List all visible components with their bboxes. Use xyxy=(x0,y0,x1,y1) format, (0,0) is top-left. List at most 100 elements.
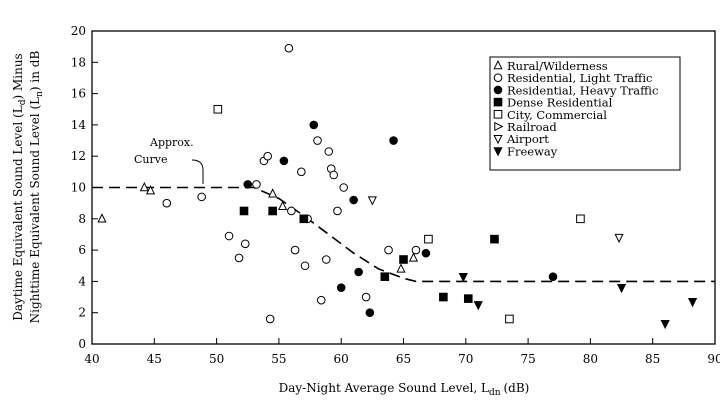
point-residential-light-traffic xyxy=(290,245,300,255)
point-rural-wilderness xyxy=(408,252,419,262)
point-residential-light-traffic xyxy=(297,167,306,177)
point-freeway xyxy=(660,319,670,330)
point-freeway xyxy=(616,283,627,294)
point-residential-heavy-traffic xyxy=(349,195,358,205)
point-residential-light-traffic xyxy=(263,151,272,161)
point-airport xyxy=(367,196,377,206)
tick-labels: 40 45 50 55 60 65 70 75 80 85 90 0 2 4 6 8 10 12 14 16 18 20 xyxy=(71,24,720,366)
point-rural-wilderness xyxy=(145,185,156,195)
x-tick-label: 80 xyxy=(583,352,598,366)
point-residential-light-traffic xyxy=(316,295,326,305)
point-residential-light-traffic xyxy=(162,198,172,208)
point-residential-heavy-traffic xyxy=(354,267,363,277)
legend-label-rural-wilderness: Rural/Wilderness xyxy=(507,59,608,73)
y-tick-label: 10 xyxy=(71,181,86,195)
point-residential-light-traffic xyxy=(252,180,261,189)
legend-marker-residential-heavy-traffic xyxy=(493,85,503,95)
y-tick-label: 0 xyxy=(78,337,86,351)
point-residential-heavy-traffic xyxy=(336,283,346,292)
legend-label-residential-light-traffic: Residential, Light Traffic xyxy=(507,71,652,85)
point-residential-light-traffic xyxy=(321,255,331,264)
x-tick-label: 75 xyxy=(520,352,535,366)
point-rural-wilderness xyxy=(97,213,107,223)
point-residential-heavy-traffic xyxy=(243,180,253,189)
data-points xyxy=(97,43,698,330)
y-axis-title-line2: Nighttime Equivalent Sound Level (Ln) in… xyxy=(28,51,45,324)
legend-marker-city-commercial xyxy=(493,110,503,119)
point-freeway xyxy=(458,273,468,283)
point-residential-light-traffic xyxy=(313,136,322,145)
x-tick-label: 40 xyxy=(84,352,99,366)
point-residential-light-traffic xyxy=(384,245,393,255)
point-residential-light-traffic xyxy=(324,147,334,156)
legend-marker-freeway xyxy=(493,147,503,157)
point-rural-wilderness xyxy=(278,200,288,210)
point-residential-light-traffic xyxy=(339,183,348,192)
point-dense-residential xyxy=(299,214,309,224)
point-freeway xyxy=(473,301,483,311)
legend-label-railroad: Railroad xyxy=(507,120,557,134)
point-city-commercial xyxy=(576,214,585,224)
legend-marker-rural-wilderness xyxy=(493,59,503,70)
y-axis-title-line1: Daytime Equivalent Sound Level (Ld) Minu… xyxy=(11,53,28,320)
point-dense-residential xyxy=(239,206,249,216)
legend-label-city-commercial: City, Commercial xyxy=(507,108,607,122)
point-airport xyxy=(614,233,624,244)
point-residential-heavy-traffic xyxy=(421,248,431,258)
legend-marker-railroad xyxy=(494,121,504,132)
point-freeway xyxy=(687,298,698,308)
legend-label-residential-heavy-traffic: Residential, Heavy Traffic xyxy=(507,83,658,97)
y-tick-label: 6 xyxy=(78,243,86,257)
legend-label-airport: Airport xyxy=(506,132,549,146)
point-residential-light-traffic xyxy=(411,245,421,255)
y-tick-label: 2 xyxy=(78,306,86,320)
point-residential-light-traffic xyxy=(240,239,250,249)
annotation-curve: Curve xyxy=(134,153,167,166)
legend-label-dense-residential: Dense Residential xyxy=(507,96,613,110)
point-residential-light-traffic xyxy=(329,170,339,180)
y-tick-label: 12 xyxy=(71,149,86,163)
point-residential-light-traffic xyxy=(284,43,294,53)
x-tick-label: 65 xyxy=(396,352,411,366)
point-residential-light-traffic xyxy=(224,231,234,241)
point-residential-heavy-traffic xyxy=(279,156,289,166)
point-city-commercial xyxy=(213,104,223,114)
point-rural-wilderness xyxy=(139,181,149,192)
point-rural-wilderness xyxy=(396,263,406,273)
y-tick-label: 16 xyxy=(71,87,86,101)
point-residential-heavy-traffic xyxy=(548,272,558,282)
legend-marker-dense-residential xyxy=(493,97,503,107)
annotation-leader xyxy=(191,159,204,184)
x-tick-label: 70 xyxy=(458,352,473,366)
y-tick-label: 18 xyxy=(71,55,86,69)
point-residential-heavy-traffic xyxy=(365,308,375,318)
point-dense-residential xyxy=(490,234,499,244)
point-residential-light-traffic xyxy=(197,192,206,202)
legend-marker-airport xyxy=(493,135,503,145)
annotation-approx: Approx. xyxy=(149,136,194,149)
point-dense-residential xyxy=(380,272,390,282)
x-tick-label: 85 xyxy=(645,352,660,366)
x-tick-label: 90 xyxy=(707,352,720,366)
point-dense-residential xyxy=(463,294,473,303)
point-dense-residential xyxy=(399,255,408,264)
point-city-commercial xyxy=(424,234,433,244)
x-tick-label: 45 xyxy=(147,352,162,366)
y-tick-label: 4 xyxy=(78,274,86,288)
approx-curve-line xyxy=(92,186,715,283)
y-tick-label: 20 xyxy=(71,24,86,38)
point-rural-wilderness xyxy=(268,188,278,198)
point-residential-light-traffic xyxy=(234,253,244,263)
point-residential-light-traffic xyxy=(300,261,310,271)
point-residential-light-traffic xyxy=(287,206,296,216)
x-tick-label: 60 xyxy=(334,352,349,366)
point-dense-residential xyxy=(439,292,448,302)
y-tick-label: 8 xyxy=(78,212,86,226)
point-residential-light-traffic xyxy=(361,292,371,302)
point-residential-heavy-traffic xyxy=(389,136,398,145)
legend-marker-residential-light-traffic xyxy=(493,73,503,82)
point-residential-heavy-traffic xyxy=(309,120,319,130)
x-tick-label: 50 xyxy=(209,352,224,366)
x-tick-label: 55 xyxy=(271,352,286,366)
